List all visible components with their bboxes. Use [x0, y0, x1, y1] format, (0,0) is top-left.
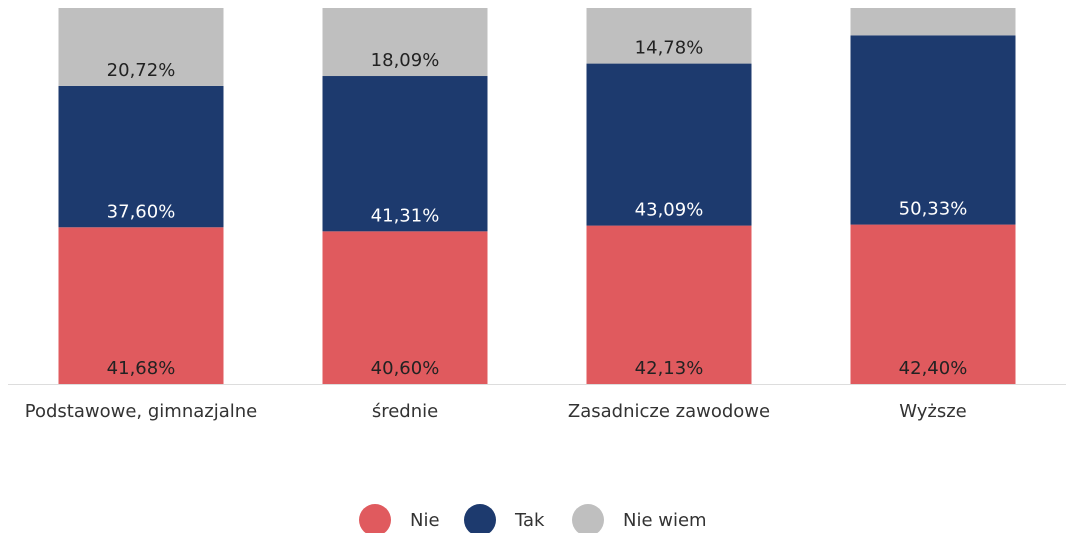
value-label: 18,09% [371, 50, 440, 71]
bar-segment [850, 35, 1016, 225]
legend-marker [572, 504, 604, 533]
value-label: 40,60% [371, 358, 440, 379]
bar-segment [322, 231, 488, 384]
bar-segment [58, 8, 224, 86]
bar-segment [850, 224, 1016, 384]
bar-segment [322, 76, 488, 232]
x-tick-label: Zasadnicze zawodowe [567, 401, 771, 422]
value-label: 41,68% [107, 358, 176, 379]
value-label: 20,72% [107, 60, 176, 81]
bar-segment [322, 8, 488, 77]
bar-segment [586, 8, 752, 64]
value-label: 42,13% [635, 358, 704, 379]
bar-segment [58, 85, 224, 228]
legend-label: Tak [514, 510, 545, 531]
bar-segment [850, 8, 1016, 36]
legend-marker [359, 504, 391, 533]
legend-marker [464, 504, 496, 533]
legend-label: Nie wiem [623, 510, 707, 531]
value-label: 43,09% [635, 200, 704, 221]
x-tick-label: Wyższe [899, 401, 967, 422]
legend-label: Nie [410, 510, 440, 531]
value-label: 37,60% [107, 201, 176, 222]
bar-segment [586, 225, 752, 384]
bar-segment [586, 63, 752, 226]
value-label: 41,31% [371, 205, 440, 226]
x-tick-label: średnie [371, 401, 439, 422]
value-label: 14,78% [635, 38, 704, 59]
value-label: 42,40% [899, 358, 968, 379]
x-tick-label: Podstawowe, gimnazjalne [24, 401, 258, 422]
value-label: 50,33% [899, 199, 968, 220]
bar-segment [58, 227, 224, 384]
